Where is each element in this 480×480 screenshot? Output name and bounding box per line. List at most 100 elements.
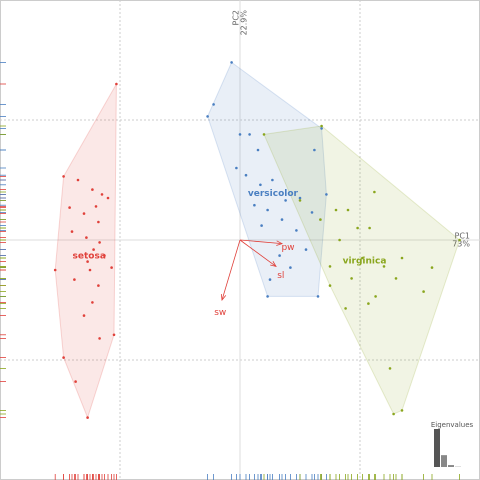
point <box>338 238 341 242</box>
group-label: setosa <box>73 252 106 262</box>
point <box>73 278 76 281</box>
point <box>97 284 100 287</box>
loading-arrow <box>239 239 283 244</box>
point <box>230 61 233 64</box>
point <box>361 256 364 260</box>
point <box>430 266 434 269</box>
point <box>313 148 316 152</box>
point <box>91 188 94 191</box>
loading-label: sw <box>214 308 226 318</box>
point <box>103 254 106 257</box>
point <box>328 284 332 287</box>
point <box>206 115 209 118</box>
group-label: virginica <box>343 256 387 266</box>
point <box>367 302 370 305</box>
point <box>271 178 274 182</box>
point <box>334 208 338 212</box>
point <box>382 265 386 268</box>
point <box>298 199 302 202</box>
point <box>268 278 272 281</box>
point <box>373 190 376 194</box>
point <box>350 277 353 280</box>
y-axis-label: PC2 <box>232 10 241 26</box>
loading-label: sl <box>277 271 284 281</box>
arrow-head <box>270 261 277 268</box>
point <box>97 220 100 224</box>
point <box>86 416 89 419</box>
point <box>310 211 314 214</box>
point <box>110 266 113 269</box>
point <box>344 307 347 310</box>
point <box>388 367 392 370</box>
loading-label: pw <box>281 243 294 253</box>
eigen-bar <box>434 429 440 467</box>
point <box>98 241 101 244</box>
point <box>235 166 238 170</box>
point <box>92 248 95 251</box>
group-label: versicolor <box>248 189 299 199</box>
point <box>100 193 104 196</box>
arrow-head <box>276 240 284 246</box>
point <box>238 133 242 136</box>
point <box>212 103 215 106</box>
point <box>260 224 263 227</box>
arrow-head <box>220 293 227 301</box>
point <box>262 133 266 136</box>
point <box>82 314 86 317</box>
point <box>316 295 320 298</box>
point <box>298 196 302 200</box>
point <box>320 124 323 128</box>
eigen-title: Eigenvalues <box>431 421 474 429</box>
point <box>259 183 262 187</box>
point <box>82 212 86 215</box>
point <box>328 265 332 268</box>
point <box>85 236 88 239</box>
point <box>244 173 248 177</box>
loading-arrow <box>221 239 241 301</box>
point <box>62 356 65 359</box>
point <box>392 412 395 416</box>
eigen-bar <box>441 455 447 467</box>
point <box>289 266 292 269</box>
point <box>400 409 404 412</box>
y-axis-label-pct: 22.9% <box>240 10 249 36</box>
point <box>266 208 269 212</box>
point <box>112 333 116 337</box>
point <box>74 380 77 383</box>
point <box>280 218 284 221</box>
point <box>368 226 371 230</box>
point <box>115 82 118 86</box>
x-axis-label-pct: 73% <box>452 240 470 249</box>
point <box>400 256 404 260</box>
point <box>325 193 328 196</box>
point <box>284 199 287 202</box>
point <box>106 196 110 200</box>
point <box>458 238 461 242</box>
point <box>88 268 92 272</box>
point <box>304 248 308 251</box>
point <box>278 254 281 257</box>
point <box>394 277 398 280</box>
point <box>62 175 65 178</box>
point <box>86 260 89 263</box>
point <box>374 295 377 298</box>
x-axis-label: PC1 <box>455 232 471 241</box>
point <box>295 229 298 232</box>
point <box>248 133 251 136</box>
point <box>76 178 80 182</box>
point <box>94 205 98 208</box>
point <box>319 218 322 221</box>
point <box>253 203 256 207</box>
point <box>68 206 71 209</box>
eigen-bar <box>448 465 454 467</box>
loading-arrow <box>239 239 277 267</box>
point <box>346 208 350 212</box>
point <box>91 301 94 304</box>
point <box>266 295 269 298</box>
point <box>53 268 57 272</box>
point <box>356 226 359 230</box>
point <box>98 337 101 340</box>
point <box>256 148 260 152</box>
point <box>320 127 323 130</box>
